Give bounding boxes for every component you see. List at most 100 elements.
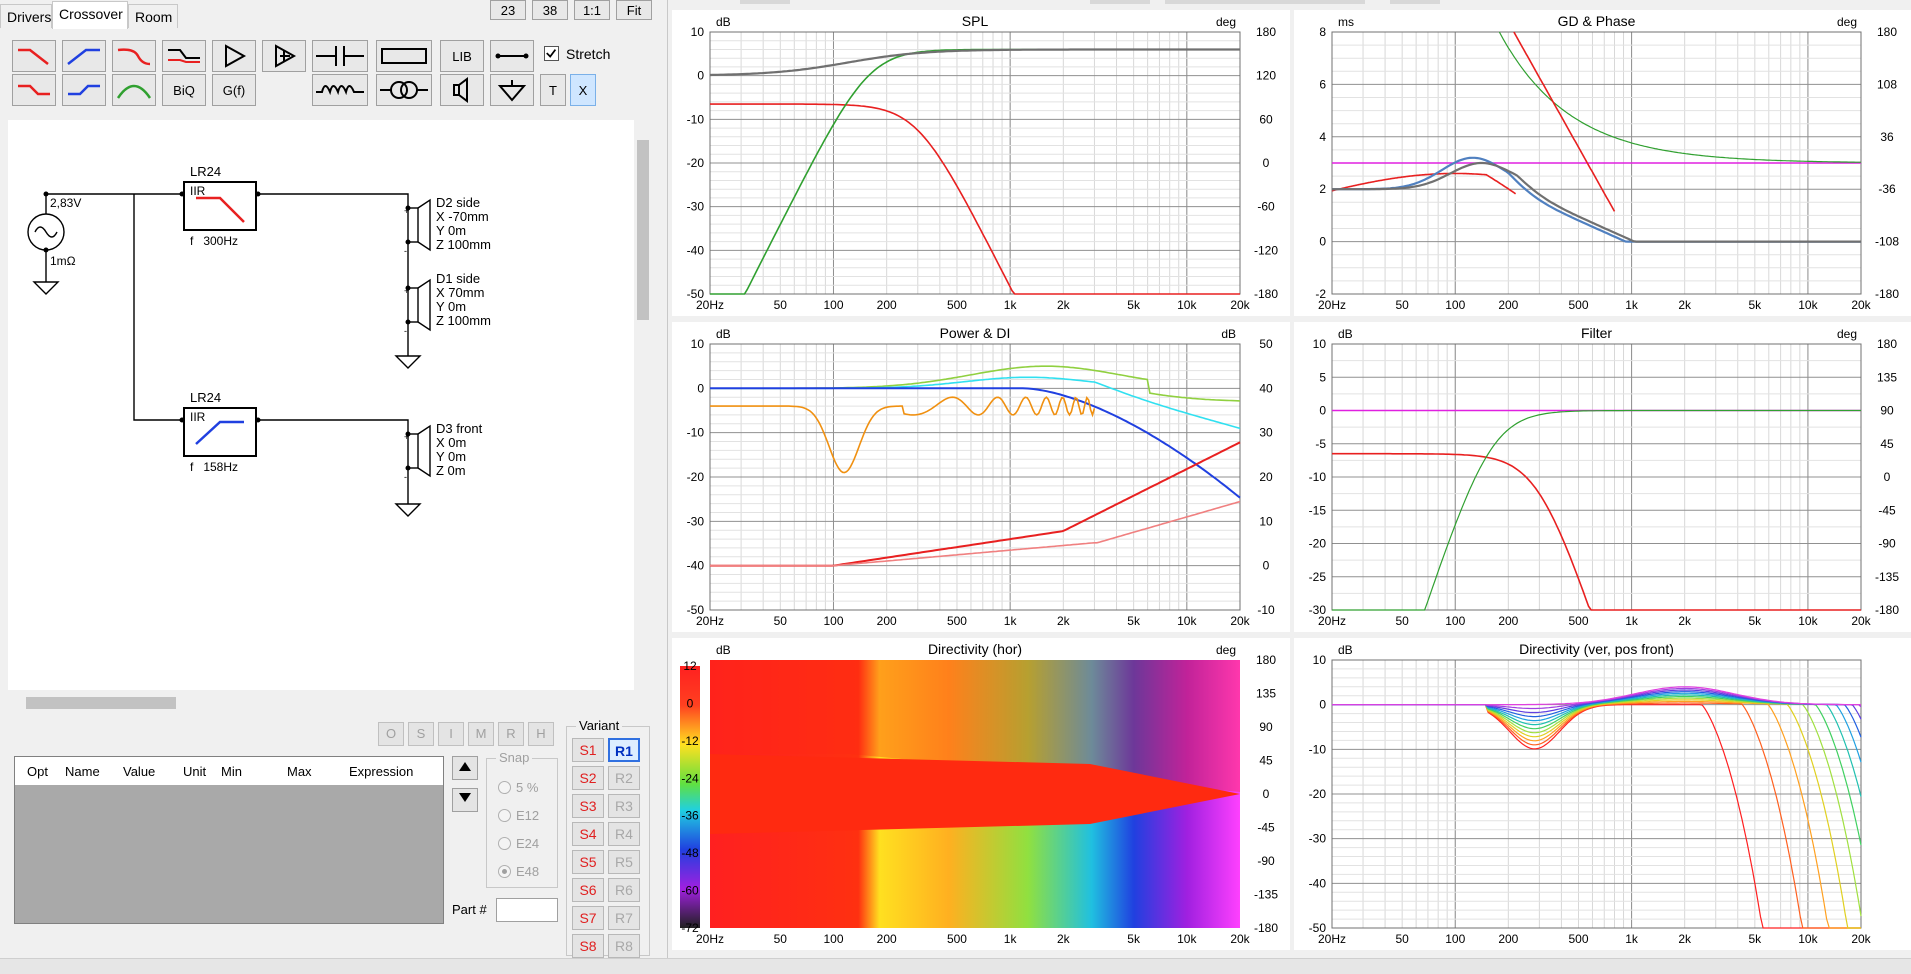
bandpass-button[interactable]	[112, 74, 156, 106]
gd-phase-chart[interactable]: GD & Phase ms deg 20Hz 50 100 200 500 1k 2k 5k 10k 2…	[1294, 10, 1911, 316]
y2-tick-label: -180	[1875, 287, 1899, 301]
zoom-23-button[interactable]: 23	[490, 0, 526, 20]
y-tick-label: -30	[687, 514, 705, 528]
schematic-hscroll[interactable]	[8, 694, 634, 712]
speaker-button[interactable]	[440, 74, 484, 106]
opt-m-button[interactable]: M	[468, 722, 494, 746]
lowpass-button[interactable]	[12, 40, 56, 72]
t-button[interactable]: T	[540, 74, 566, 106]
amplifier-button[interactable]	[212, 40, 256, 72]
tab-drivers[interactable]: Drivers	[0, 4, 52, 28]
directivity-ver-chart[interactable]: Directivity (ver, pos front) dB 20Hz 50 100 2…	[1294, 638, 1911, 950]
x-tick-label: 500	[1568, 614, 1588, 628]
variant-s7-button[interactable]: S7	[572, 906, 604, 930]
lowpass-2-button[interactable]	[112, 40, 156, 72]
opt-h-button[interactable]: H	[528, 722, 554, 746]
y2-tick-label: 120	[1256, 69, 1276, 83]
variant-s3-button[interactable]: S3	[572, 794, 604, 818]
schematic-canvas[interactable]: + - + - + - 2,83V 1mΩ LR24 IIR f 300Hz L…	[8, 120, 648, 690]
part-number-input[interactable]	[496, 898, 558, 922]
library-button[interactable]: LIB	[440, 40, 484, 72]
y2-tick-label: -90	[1257, 854, 1275, 868]
chart-title: GD & Phase	[1558, 13, 1636, 29]
y2-tick-label: 0	[1884, 470, 1891, 484]
directivity-hor-chart[interactable]: 12 0 -12 -24 -36 -48 -60 -72 Directivity (hor) dB…	[672, 638, 1290, 950]
snap-e24-radio[interactable]: E24	[498, 836, 539, 851]
resistor-button[interactable]	[376, 40, 432, 72]
opt-s-button[interactable]: S	[408, 722, 434, 746]
y-tick-label: -40	[687, 243, 705, 257]
heatmap-upper-lobe	[710, 660, 1240, 792]
shelf-button[interactable]	[162, 40, 206, 72]
variant-s8-button[interactable]: S8	[572, 934, 604, 958]
transformer-button[interactable]	[376, 74, 432, 106]
variant-r1-button[interactable]: R1	[608, 738, 640, 762]
x-tick-label: 200	[877, 614, 897, 628]
hscroll-thumb[interactable]	[26, 697, 176, 709]
opt-i-button[interactable]: I	[438, 722, 464, 746]
fit-button[interactable]: Fit	[616, 0, 652, 20]
snap-e48-radio[interactable]: E48	[498, 864, 539, 879]
ground-button[interactable]	[490, 74, 534, 106]
plot-frame	[709, 31, 1241, 295]
y-tick-label: -10	[1309, 470, 1327, 484]
move-up-button[interactable]	[452, 756, 478, 780]
lowpass-alt-button[interactable]	[12, 74, 56, 106]
snap-5-radio[interactable]: 5 %	[498, 780, 538, 795]
move-down-button[interactable]	[452, 788, 478, 812]
highpass-alt-button[interactable]	[62, 74, 106, 106]
power-lime-curve	[710, 365, 1241, 402]
opt-r-button[interactable]: R	[498, 722, 524, 746]
highpass-button[interactable]	[62, 40, 106, 72]
y-tick-label: -50	[687, 603, 705, 617]
variant-r3-button[interactable]: R3	[608, 794, 640, 818]
wire-button[interactable]	[490, 40, 534, 72]
capacitor-button[interactable]	[312, 40, 368, 72]
delay-amp-button[interactable]	[262, 40, 306, 72]
y-tick-label: 0	[1319, 235, 1326, 249]
variant-s4-button[interactable]: S4	[572, 822, 604, 846]
vscroll-thumb[interactable]	[637, 140, 649, 320]
scale-tick-label: -12	[681, 734, 699, 748]
parameter-table[interactable]: Opt Name Value Unit Min Max Expression	[14, 756, 444, 924]
highpass-alt-icon	[68, 84, 100, 96]
spl-chart[interactable]: SPL dB deg 20Hz 50 100 200 500 1k 2k 5k 10k 20k 10 0 -1…	[672, 10, 1290, 316]
snap-e12-radio[interactable]: E12	[498, 808, 539, 823]
power-di-chart[interactable]: Power & DI dB dB 20Hz 50 100 200 500 1k 2k 5k 10k 20…	[672, 322, 1290, 632]
power-orange-curve	[710, 395, 1096, 474]
x-tick-label: 5k	[1127, 298, 1141, 312]
x-tick-label: 100	[823, 932, 843, 946]
variant-s5-button[interactable]: S5	[572, 850, 604, 874]
variant-r4-button[interactable]: R4	[608, 822, 640, 846]
top-strip	[740, 0, 790, 4]
gf-button[interactable]: G(f)	[212, 74, 256, 106]
y2-tick-label: -108	[1875, 235, 1899, 249]
driver-z: Z 100mm	[436, 313, 491, 328]
variant-r5-button[interactable]: R5	[608, 850, 640, 874]
stretch-checkbox[interactable]	[544, 46, 559, 61]
zoom-1-1-button[interactable]: 1:1	[574, 0, 610, 20]
biquad-button[interactable]: BiQ	[162, 74, 206, 106]
tab-room[interactable]: Room	[128, 4, 178, 28]
svg-text:-: -	[404, 326, 407, 336]
variant-r2-button[interactable]: R2	[608, 766, 640, 790]
highpass-icon	[67, 48, 100, 65]
variant-r8-button[interactable]: R8	[608, 934, 640, 958]
power-blue-curve	[710, 387, 1241, 499]
y2-tick-label: 90	[1259, 720, 1273, 734]
top-strip	[1165, 0, 1365, 4]
right-unit-label: deg	[1216, 15, 1236, 29]
tab-crossover[interactable]: Crossover	[52, 1, 128, 29]
variant-r7-button[interactable]: R7	[608, 906, 640, 930]
variant-s1-button[interactable]: S1	[572, 738, 604, 762]
x-button[interactable]: X	[570, 74, 596, 106]
schematic-vscroll[interactable]	[634, 120, 652, 690]
variant-r6-button[interactable]: R6	[608, 878, 640, 902]
col-unit: Unit	[183, 764, 207, 779]
opt-o-button[interactable]: O	[378, 722, 404, 746]
variant-s6-button[interactable]: S6	[572, 878, 604, 902]
zoom-38-button[interactable]: 38	[532, 0, 568, 20]
variant-s2-button[interactable]: S2	[572, 766, 604, 790]
inductor-button[interactable]	[312, 74, 368, 106]
filter-chart[interactable]: Filter dB deg 20Hz 50 100 200 500 1k 2k 5k 10k 20k 10…	[1294, 322, 1911, 632]
